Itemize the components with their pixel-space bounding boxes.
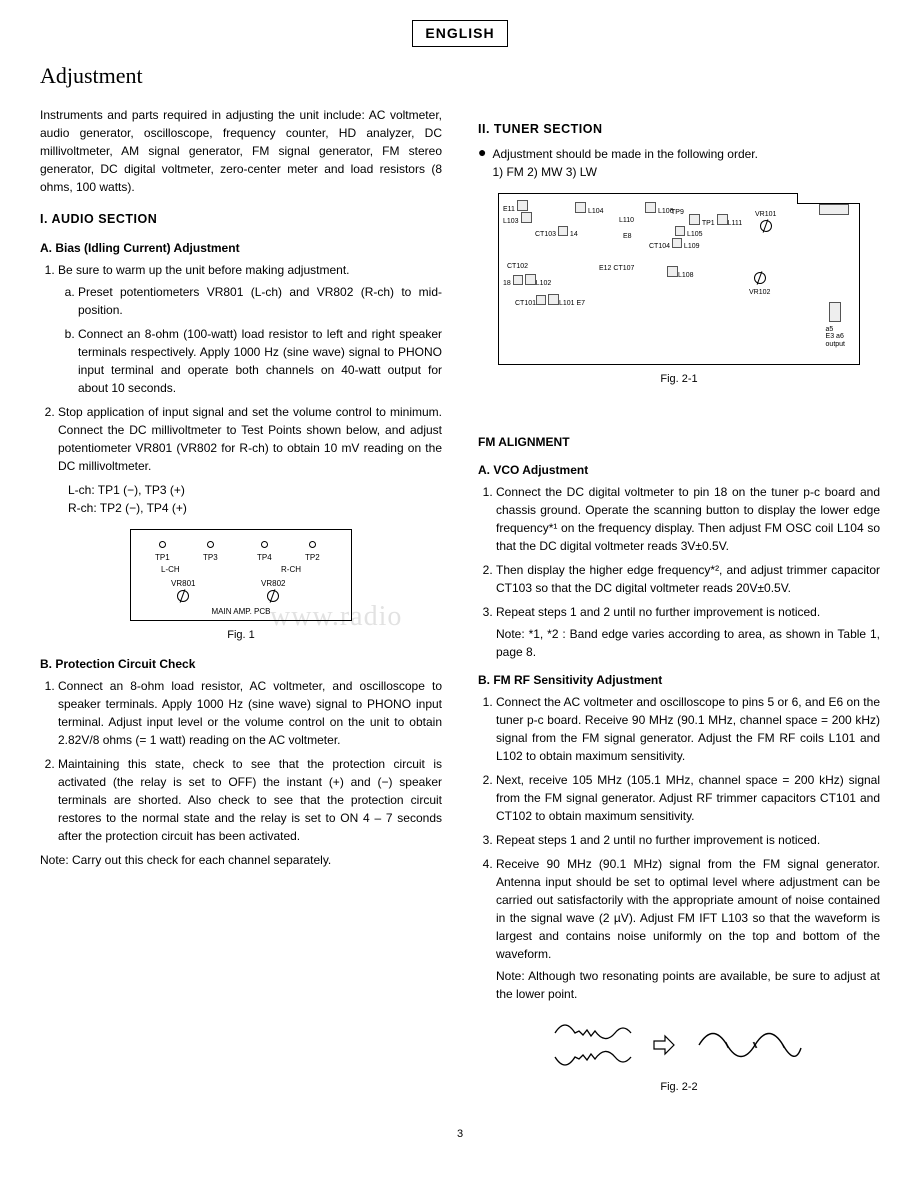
figure-2-1-diagram: E11 L103 L104 CT103 14 L110 L106 TP9 TP1…: [498, 193, 860, 365]
fig2-ct103: CT103: [535, 231, 556, 238]
fig2-tp1: TP1: [702, 220, 715, 227]
fig1-tp3: TP3: [203, 553, 218, 562]
vco-note: Note: *1, *2 : Band edge varies accordin…: [496, 625, 880, 661]
rf-step-4-text: Receive 90 MHz (90.1 MHz) signal from th…: [496, 857, 880, 961]
tuner-bullet-text: Adjustment should be made in the followi…: [492, 147, 758, 161]
fig1-tp4: TP4: [257, 553, 272, 562]
fig2-l108: L108: [678, 272, 694, 279]
right-column: II. TUNER SECTION ● Adjustment should be…: [478, 106, 880, 1108]
arrow-right-icon: [651, 1032, 677, 1058]
rf-step-4: Receive 90 MHz (90.1 MHz) signal from th…: [496, 855, 880, 1003]
figure-2-2-caption: Fig. 2-2: [478, 1079, 880, 1096]
clean-wave-icon: [695, 1018, 805, 1072]
rf-step-3: Repeat steps 1 and 2 until no further im…: [496, 831, 880, 849]
fig2-output: output: [826, 341, 845, 348]
fig2-l110: L110: [619, 217, 634, 224]
intro-text: Instruments and parts required in adjust…: [40, 106, 442, 196]
fig1-lch: L-CH: [161, 564, 180, 576]
page-title: Adjustment: [40, 59, 880, 92]
vco-step-2: Then display the higher edge frequency*²…: [496, 561, 880, 597]
fig1-rch: R-CH: [281, 564, 301, 576]
fig2-e12: E12: [599, 265, 611, 272]
fig2-e3: E3: [826, 333, 835, 340]
bias-step-1a: Preset potentiometers VR801 (L-ch) and V…: [78, 283, 442, 319]
fig2-ct104: CT104: [649, 243, 670, 250]
bias-step-1b: Connect an 8-ohm (100-watt) load resisto…: [78, 325, 442, 397]
fig2-e8: E8: [623, 233, 632, 240]
fig2-l105: L105: [687, 231, 703, 238]
fig2-a5: a5: [826, 326, 834, 333]
figure-1-diagram: TP1 TP3 TP4 TP2 L-CH R-CH VR801 VR802 MA…: [130, 529, 352, 621]
fig2-e7: E7: [577, 300, 586, 307]
prot-step-2: Maintaining this state, check to see tha…: [58, 755, 442, 845]
fig1-tp2: TP2: [305, 553, 320, 562]
fig2-l111: L111: [728, 220, 743, 227]
rch-tp: R-ch: TP2 (−), TP4 (+): [68, 499, 442, 517]
noisy-wave-top-icon: [553, 1015, 633, 1045]
bias-heading: A. Bias (Idling Current) Adjustment: [40, 239, 442, 257]
protection-heading: B. Protection Circuit Check: [40, 655, 442, 673]
vco-step-1: Connect the DC digital voltmeter to pin …: [496, 483, 880, 555]
left-column: Instruments and parts required in adjust…: [40, 106, 442, 1108]
vco-step-3: Repeat steps 1 and 2 until no further im…: [496, 603, 880, 661]
bias-step-1: Be sure to warm up the unit before makin…: [58, 261, 442, 397]
fig2-14: 14: [570, 231, 578, 238]
fig2-l101: L101: [559, 300, 575, 307]
fig2-a6: a6: [836, 333, 844, 340]
fig2-l102: L102: [536, 280, 552, 287]
rf-step-1: Connect the AC voltmeter and oscilloscop…: [496, 693, 880, 765]
fig2-tp9: TP9: [671, 209, 684, 216]
fig1-vr802: VR802: [261, 579, 285, 588]
figure-2-1-caption: Fig. 2-1: [478, 371, 880, 388]
fm-alignment-heading: FM ALIGNMENT: [478, 433, 880, 451]
fig2-ct101: CT101: [515, 300, 536, 307]
fig2-l103: L103: [503, 218, 519, 225]
rf-step-2: Next, receive 105 MHz (105.1 MHz, channe…: [496, 771, 880, 825]
vco-step-3-text: Repeat steps 1 and 2 until no further im…: [496, 605, 820, 619]
fig2-ct107: CT107: [613, 265, 634, 272]
waveform-diagram: [478, 1015, 880, 1075]
audio-section-heading: I. AUDIO SECTION: [40, 210, 442, 229]
fig2-ct102: CT102: [507, 263, 528, 270]
noisy-wave-bottom-icon: [553, 1045, 633, 1075]
page-number: 3: [40, 1126, 880, 1143]
tuner-order: 1) FM 2) MW 3) LW: [492, 165, 596, 179]
fig2-l104: L104: [588, 208, 604, 215]
figure-1-caption: Fig. 1: [40, 627, 442, 644]
prot-step-1: Connect an 8-ohm load resistor, AC voltm…: [58, 677, 442, 749]
bias-step-2: Stop application of input signal and set…: [58, 403, 442, 475]
fig1-vr801: VR801: [171, 579, 195, 588]
tuner-section-heading: II. TUNER SECTION: [478, 120, 880, 139]
bias-step-1-text: Be sure to warm up the unit before makin…: [58, 263, 350, 277]
fig1-pcb-label: MAIN AMP. PCB: [131, 606, 351, 618]
fig1-tp1: TP1: [155, 553, 170, 562]
lch-tp: L-ch: TP1 (−), TP3 (+): [68, 481, 442, 499]
fig2-18: 18: [503, 280, 511, 287]
rf-note: Note: Although two resonating points are…: [496, 967, 880, 1003]
fig2-l109: L109: [684, 243, 700, 250]
prot-note: Note: Carry out this check for each chan…: [40, 851, 442, 869]
bullet-icon: ●: [478, 145, 486, 181]
language-badge: ENGLISH: [412, 20, 507, 47]
fig2-vr102: VR102: [749, 289, 770, 296]
rf-heading: B. FM RF Sensitivity Adjustment: [478, 671, 880, 689]
vco-heading: A. VCO Adjustment: [478, 461, 880, 479]
fig2-vr101: VR101: [755, 211, 776, 218]
